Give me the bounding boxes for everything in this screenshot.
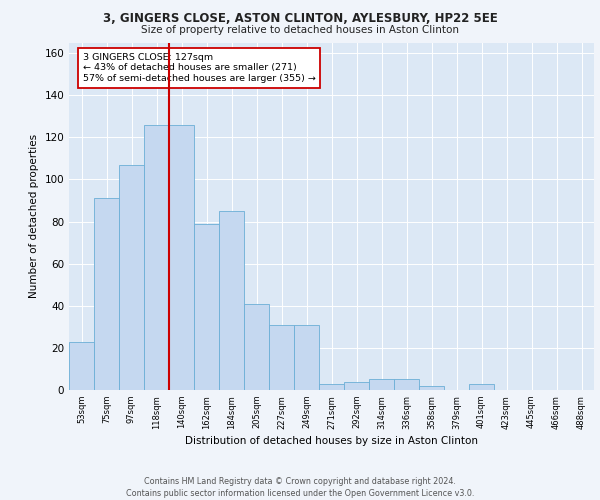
Bar — [419, 386, 444, 390]
Bar — [94, 198, 119, 390]
Text: 3, GINGERS CLOSE, ASTON CLINTON, AYLESBURY, HP22 5EE: 3, GINGERS CLOSE, ASTON CLINTON, AYLESBU… — [103, 12, 497, 26]
Bar — [244, 304, 269, 390]
Bar — [119, 164, 144, 390]
Bar — [369, 380, 394, 390]
Text: Contains HM Land Registry data © Crown copyright and database right 2024.
Contai: Contains HM Land Registry data © Crown c… — [126, 476, 474, 498]
Bar — [194, 224, 219, 390]
Y-axis label: Number of detached properties: Number of detached properties — [29, 134, 39, 298]
Bar — [319, 384, 344, 390]
Bar — [219, 211, 244, 390]
Bar — [144, 124, 169, 390]
Bar — [344, 382, 369, 390]
Text: Size of property relative to detached houses in Aston Clinton: Size of property relative to detached ho… — [141, 25, 459, 35]
Text: 3 GINGERS CLOSE: 127sqm
← 43% of detached houses are smaller (271)
57% of semi-d: 3 GINGERS CLOSE: 127sqm ← 43% of detache… — [83, 53, 316, 83]
Bar — [69, 342, 94, 390]
Bar — [269, 324, 294, 390]
Bar — [394, 380, 419, 390]
Bar — [169, 124, 194, 390]
Bar — [294, 324, 319, 390]
X-axis label: Distribution of detached houses by size in Aston Clinton: Distribution of detached houses by size … — [185, 436, 478, 446]
Bar — [469, 384, 494, 390]
